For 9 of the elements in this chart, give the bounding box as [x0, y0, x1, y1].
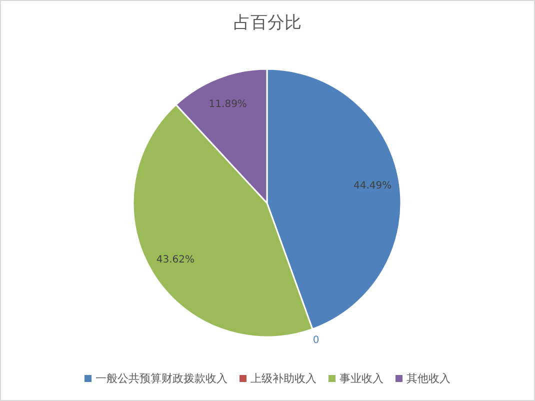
data-label: 43.62% [156, 254, 194, 266]
legend-label: 事业收入 [340, 372, 384, 385]
legend-label: 其他收入 [406, 372, 450, 385]
data-label: 44.49% [354, 180, 392, 192]
legend-label: 一般公共预算财政拨款收入 [96, 372, 228, 385]
data-label: 11.89% [208, 99, 247, 110]
legend-label: 上级补助收入 [250, 372, 316, 385]
chart-title: 占百分比 [234, 13, 302, 33]
text: 0 [312, 335, 320, 346]
